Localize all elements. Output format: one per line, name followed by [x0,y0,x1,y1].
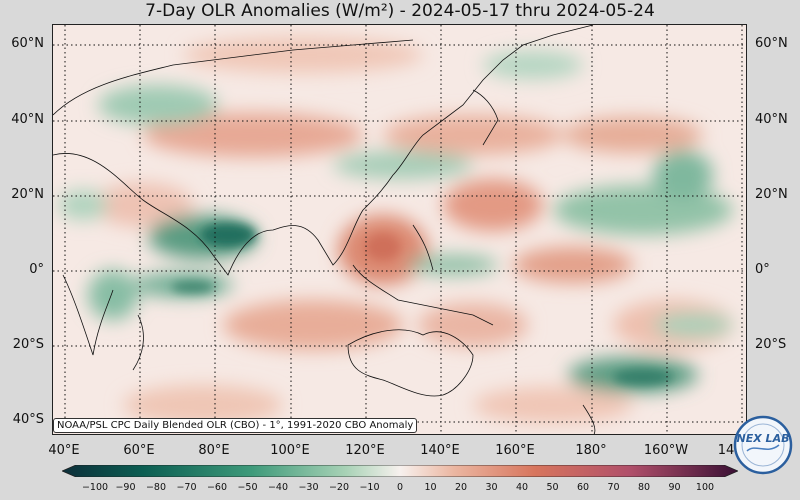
lat-label-60n: 60°N [11,36,44,51]
colorbar-tick-label: 20 [454,482,468,493]
source-note: NOAA/PSL CPC Daily Blended OLR (CBO) - 1… [53,418,418,433]
lon-label-160e: 160°E [495,443,535,458]
anomaly-field [53,25,746,434]
lat-label-40n: 40°N [11,112,44,127]
lat-label-20n-right: 20°N [755,187,788,202]
colorbar-tick-label: 100 [695,482,715,493]
colorbar-tick-label: 90 [668,482,681,493]
colorbar-tick-label: −30 [298,482,319,493]
colorbar-tick-label: 70 [607,482,620,493]
lon-label-120e: 120°E [345,443,385,458]
colorbar-tick-label: 80 [637,482,651,493]
lon-label-180: 180° [575,443,607,458]
colorbar-tick-label: 10 [424,482,437,493]
lon-label-60e: 60°E [123,443,155,458]
lon-label-80e: 80°E [198,443,230,458]
colorbar-tick-label: −70 [176,482,197,493]
colorbar-tick-label: −80 [145,482,167,493]
colorbar-tick-label: 50 [546,482,559,493]
lat-label-60n-right: 60°N [755,36,788,51]
map-title: 7-Day OLR Anomalies (W/m²) - 2024-05-17 … [145,1,655,21]
lon-label-160w: 160°W [643,443,689,458]
colorbar-tick-label: 60 [576,482,590,493]
lon-label-40e: 40°E [48,443,80,458]
map-canvas [53,25,746,434]
lat-label-equator-right: 0° [755,262,770,277]
colorbar-tick-label: −40 [267,482,289,493]
colorbar-tick-label: −20 [328,482,350,493]
lon-label-140e: 140°E [420,443,460,458]
colorbar-tick-label: −50 [237,482,258,493]
colorbar-tick-label: −100 [81,482,109,493]
nexlab-logo: NEX LAB [733,415,793,475]
lon-label-100e: 100°E [270,443,310,458]
lat-label-20s: 20°S [12,337,44,352]
lat-label-20n: 20°N [11,187,44,202]
olr-anomaly-map [52,24,747,435]
colorbar-tick-label: 40 [515,482,529,493]
colorbar-tick-label: −60 [206,482,228,493]
colorbar-tick-label: 30 [485,482,498,493]
colorbar-tick-label: 0 [396,482,404,493]
coastlines [53,25,596,434]
lon-label-140w-partial: 14 [717,443,735,458]
lat-label-20s-right: 20°S [755,337,787,352]
lat-label-equator: 0° [29,262,44,277]
colorbar-tick-label: −10 [359,482,380,493]
logo-text: NEX LAB [737,432,790,445]
colorbar-tick-label: −90 [115,482,136,493]
colorbar [60,462,740,478]
lat-label-40s: 40°S [12,412,44,427]
lat-label-40n-right: 40°N [755,112,788,127]
